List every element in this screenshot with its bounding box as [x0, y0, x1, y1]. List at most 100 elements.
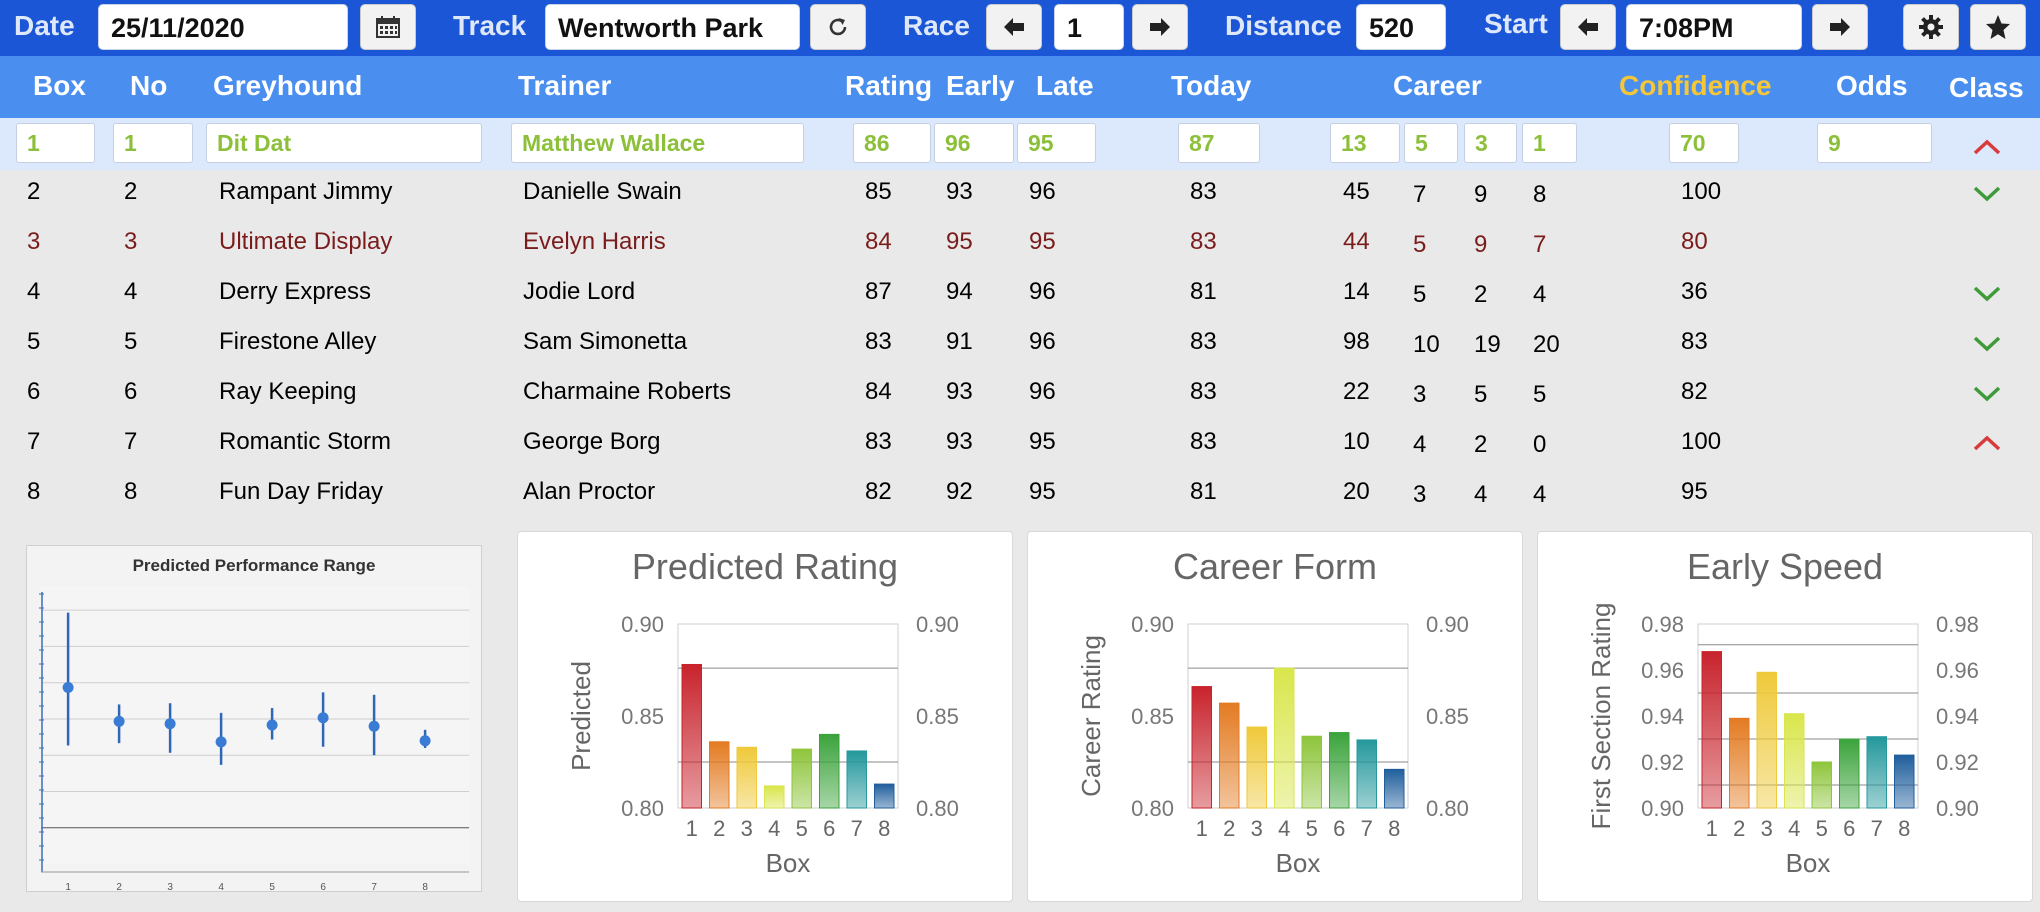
- cell-today: 83: [1190, 178, 1217, 205]
- x-axis-label: Box: [1786, 848, 1831, 878]
- selected-no-field[interactable]: 1: [113, 123, 193, 163]
- bar: [1246, 726, 1267, 809]
- distance-field[interactable]: 520: [1356, 4, 1446, 50]
- bar: [1329, 732, 1350, 809]
- cell-c2: 7: [1413, 181, 1427, 208]
- cell-c4: 5: [1533, 381, 1547, 408]
- x-tick-label: 7: [1871, 816, 1883, 841]
- x-tick-label: 5: [1306, 816, 1318, 841]
- bar: [1866, 736, 1887, 809]
- cell-greyhound: Firestone Alley: [219, 328, 377, 355]
- col-career[interactable]: Career: [1393, 70, 1482, 101]
- predicted-rating-panel: Predicted Rating 1 2 3 4 5 6 7 8 0.80 0.80 0.85 0.8…: [517, 531, 1013, 902]
- cell-c2: 10: [1413, 331, 1440, 358]
- range-point: [62, 682, 74, 694]
- bar: [1839, 738, 1860, 809]
- table-row[interactable]: 6 6 Ray Keeping Charmaine Roberts 84 93 96 83 22…: [0, 366, 2040, 416]
- y-axis-label: Career Rating: [1076, 635, 1106, 797]
- early-speed-title: Early Speed: [1686, 546, 1884, 587]
- selected-box-field[interactable]: 1: [16, 123, 95, 163]
- cell-today: 83: [1190, 328, 1217, 355]
- col-rating[interactable]: Rating: [845, 70, 933, 101]
- range-point: [368, 720, 380, 732]
- range-point: [419, 735, 431, 747]
- toolbar: Date 25/11/2020 Track Wentworth Park Rac…: [0, 0, 2040, 56]
- settings-button[interactable]: [1903, 4, 1959, 50]
- prev-race-button[interactable]: [986, 4, 1042, 50]
- cell-today: 83: [1190, 428, 1217, 455]
- y-tick-label: 0.85: [1131, 704, 1174, 729]
- col-late[interactable]: Late: [1036, 70, 1094, 101]
- calendar-icon: [376, 16, 400, 38]
- selected-today-field[interactable]: 87: [1178, 123, 1260, 163]
- y2-tick-label: 0.85: [916, 704, 959, 729]
- chevron-up-icon[interactable]: [1972, 434, 2002, 452]
- table-row[interactable]: 8 8 Fun Day Friday Alan Proctor 82 92 95 81 20 3 4…: [0, 466, 2040, 516]
- selected-career-starts-field[interactable]: 13: [1330, 123, 1400, 163]
- col-today[interactable]: Today: [1171, 70, 1252, 101]
- col-confidence[interactable]: Confidence: [1619, 70, 1772, 101]
- cell-c2: 4: [1413, 431, 1427, 458]
- col-odds[interactable]: Odds: [1836, 70, 1908, 101]
- selected-greyhound-field[interactable]: Dit Dat: [206, 123, 482, 163]
- chevron-down-icon[interactable]: [1972, 184, 2002, 202]
- refresh-button[interactable]: [810, 4, 866, 50]
- selected-confidence-field[interactable]: 70: [1669, 123, 1739, 163]
- selected-career-thirds-field[interactable]: 1: [1522, 123, 1577, 163]
- table-row[interactable]: 5 5 Firestone Alley Sam Simonetta 83 91 96 83 98…: [0, 316, 2040, 366]
- cell-greyhound: Rampant Jimmy: [219, 178, 393, 205]
- selected-career-wins-field[interactable]: 5: [1404, 123, 1458, 163]
- chevron-down-icon[interactable]: [1972, 334, 2002, 352]
- calendar-button[interactable]: [360, 4, 416, 50]
- cell-early: 93: [946, 178, 973, 205]
- y-tick-label: 0.94: [1641, 704, 1684, 729]
- col-trainer[interactable]: Trainer: [518, 70, 612, 101]
- chevron-down-icon[interactable]: [1972, 284, 2002, 302]
- cell-early: 95: [946, 228, 973, 255]
- next-start-button[interactable]: [1812, 4, 1868, 50]
- table-row[interactable]: 4 4 Derry Express Jodie Lord 87 94 96 81 14 5 2 4 36: [0, 266, 2040, 316]
- race-field[interactable]: 1: [1054, 4, 1124, 50]
- performance-range-chart: Predicted Performance Range 1 2 3 4 5 6 7 8: [26, 545, 482, 893]
- refresh-icon: [829, 18, 847, 36]
- col-no[interactable]: No: [130, 70, 168, 101]
- table-row[interactable]: 3 3 Ultimate Display Evelyn Harris 84 95 95 83 4…: [0, 216, 2040, 266]
- distance-label: Distance: [1225, 10, 1342, 41]
- bar: [1384, 768, 1405, 809]
- cell-box: 6: [27, 378, 41, 405]
- date-field[interactable]: 25/11/2020: [98, 4, 348, 50]
- next-race-button[interactable]: [1132, 4, 1188, 50]
- cell-trainer: Jodie Lord: [523, 278, 636, 305]
- cell-box: 5: [27, 328, 41, 355]
- selected-row[interactable]: 1 1 Dit Dat Matthew Wallace 86 96 95 87 …: [0, 118, 2040, 170]
- chevron-down-icon[interactable]: [1972, 384, 2002, 402]
- selected-early-field[interactable]: 96: [934, 123, 1014, 163]
- table-row[interactable]: 7 7 Romantic Storm George Borg 83 93 95 83 10 4 2 0…: [0, 416, 2040, 466]
- track-field[interactable]: Wentworth Park: [545, 4, 800, 50]
- favourite-button[interactable]: [1970, 4, 2026, 50]
- col-class[interactable]: Class: [1949, 72, 2024, 103]
- range-point: [317, 712, 329, 724]
- col-greyhound[interactable]: Greyhound: [213, 70, 363, 101]
- cell-c4: 8: [1533, 181, 1547, 208]
- selected-trainer-field[interactable]: Matthew Wallace: [511, 123, 804, 163]
- bar: [1219, 702, 1240, 809]
- x-tick-label: 4: [1278, 816, 1290, 841]
- chevron-up-icon[interactable]: [1972, 138, 2002, 156]
- cell-rating: 84: [865, 228, 892, 255]
- cell-c2: 5: [1413, 281, 1427, 308]
- y2-tick-label: 0.90: [1426, 612, 1469, 637]
- col-early[interactable]: Early: [946, 70, 1015, 101]
- table-row[interactable]: 2 2 Rampant Jimmy Danielle Swain 85 93 96 83 45 7…: [0, 166, 2040, 216]
- selected-career-seconds-field[interactable]: 3: [1464, 123, 1517, 163]
- selected-odds-field[interactable]: 9: [1817, 123, 1932, 163]
- x-tick-label: 3: [1761, 816, 1773, 841]
- prev-start-button[interactable]: [1560, 4, 1616, 50]
- col-box[interactable]: Box: [33, 70, 86, 101]
- y-tick-label: 0.85: [621, 704, 664, 729]
- start-time-field[interactable]: 7:08PM: [1626, 4, 1802, 50]
- selected-late-field[interactable]: 95: [1017, 123, 1096, 163]
- bar: [819, 733, 840, 809]
- selected-rating-field[interactable]: 86: [853, 123, 931, 163]
- cell-early: 93: [946, 378, 973, 405]
